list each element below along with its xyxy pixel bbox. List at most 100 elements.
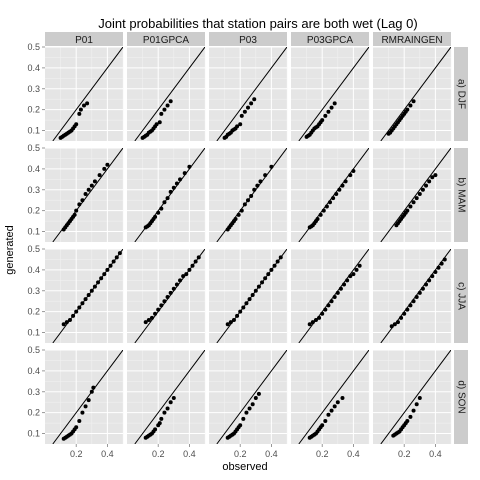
data-point [320, 311, 325, 316]
x-axis-label: observed [222, 461, 267, 473]
data-point [97, 173, 102, 178]
data-point [174, 181, 179, 186]
data-point [239, 113, 244, 118]
data-point [143, 320, 148, 325]
data-point [420, 286, 425, 291]
data-point [74, 208, 79, 213]
data-point [266, 272, 271, 277]
y-tick-label: 0.2 [27, 105, 40, 115]
column-strip-label: P01 [75, 35, 93, 46]
data-point [258, 179, 263, 184]
strip-background [454, 148, 468, 242]
data-point [83, 404, 88, 409]
data-point [157, 421, 162, 426]
data-point [430, 274, 435, 279]
column-strip: RMRAINGEN [373, 32, 451, 46]
panel-background [45, 47, 123, 141]
data-point [165, 103, 170, 108]
column-strip: P01GPCA [127, 32, 205, 46]
panel-background [291, 148, 369, 242]
data-point [408, 103, 413, 108]
y-tick-label: 0.1 [27, 227, 40, 237]
data-points [225, 255, 283, 327]
column-strip: P03GPCA [291, 32, 369, 46]
data-point [256, 391, 261, 396]
y-tick-label: 0.5 [27, 244, 40, 254]
data-point [184, 272, 189, 277]
panel-background [209, 47, 287, 141]
panel [127, 248, 206, 343]
data-point [323, 419, 328, 424]
panel-background [291, 249, 369, 343]
data-point [159, 416, 164, 421]
data-point [242, 109, 247, 114]
panel [373, 349, 452, 444]
data-point [168, 290, 173, 295]
data-point [244, 301, 249, 306]
data-point [241, 416, 246, 421]
y-tick-label: 0.3 [27, 286, 40, 296]
data-point [182, 171, 187, 176]
panel-grid [45, 248, 124, 343]
data-point [278, 255, 283, 260]
x-tick-label: 0.2 [234, 449, 247, 459]
y-tick-label: 0.3 [27, 185, 40, 195]
y-tick-label: 0.5 [27, 345, 40, 355]
x-tick-label: 0.2 [316, 449, 329, 459]
panel [373, 248, 452, 343]
data-point [165, 406, 170, 411]
data-point [235, 313, 240, 318]
data-point [92, 179, 97, 184]
data-point [238, 423, 243, 428]
y-tick-label: 0.4 [27, 265, 40, 275]
data-point [235, 124, 240, 129]
data-point [417, 290, 422, 295]
data-point [241, 305, 246, 310]
data-point [165, 196, 170, 201]
y-tick-label: 0.4 [27, 63, 40, 73]
data-point [233, 217, 238, 222]
panel [209, 147, 288, 242]
data-point [408, 414, 413, 419]
strip-background [454, 350, 468, 444]
data-point [329, 299, 334, 304]
panel-background [373, 148, 451, 242]
strip-background [454, 47, 468, 141]
data-points [394, 173, 438, 228]
data-point [348, 274, 353, 279]
data-point [154, 122, 159, 127]
panel-grid [373, 248, 452, 343]
data-point [171, 396, 176, 401]
data-point [408, 204, 413, 209]
reference-line-identity [216, 47, 287, 141]
data-point [253, 396, 258, 401]
x-tick-label: 0.2 [398, 449, 411, 459]
column-strip: P01 [45, 32, 123, 46]
data-point [313, 318, 318, 323]
data-point [80, 198, 85, 203]
data-point [156, 210, 161, 215]
data-point [411, 299, 416, 304]
panel-background [127, 350, 205, 444]
data-point [168, 189, 173, 194]
data-point [247, 406, 252, 411]
data-point [439, 261, 444, 266]
strip-background [454, 249, 468, 343]
data-point [83, 297, 88, 302]
panel-grid [209, 46, 288, 141]
data-point [411, 408, 416, 413]
column-strip-label: P03GPCA [307, 35, 353, 46]
panel-grid [127, 147, 206, 242]
panel [209, 248, 288, 343]
data-point [405, 307, 410, 312]
data-point [442, 257, 447, 262]
data-point [159, 303, 164, 308]
data-point [244, 410, 249, 415]
panel-background [127, 148, 205, 242]
data-point [263, 173, 268, 178]
data-point [246, 105, 250, 110]
y-tick-label: 0.2 [27, 206, 40, 216]
data-point [114, 255, 119, 260]
data-point [105, 267, 110, 272]
data-point [89, 183, 94, 188]
